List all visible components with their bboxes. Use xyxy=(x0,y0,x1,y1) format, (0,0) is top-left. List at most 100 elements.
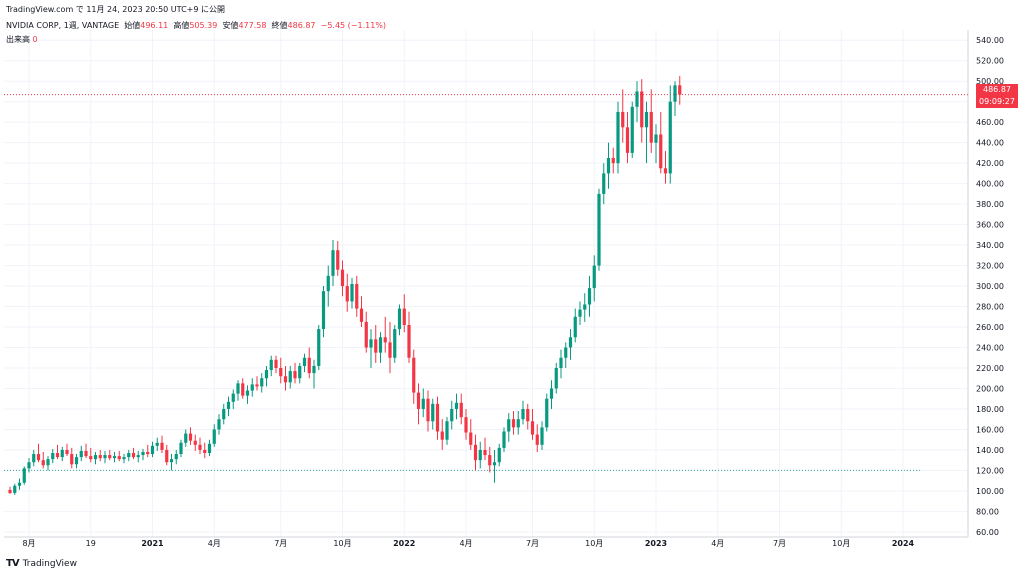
y-tick-label: 340.00 xyxy=(976,241,1004,250)
candle-body xyxy=(630,106,634,153)
candle-body xyxy=(606,158,611,174)
candle-body xyxy=(13,485,17,493)
x-tick-label: 2024 xyxy=(892,539,915,548)
candle-body xyxy=(331,250,335,276)
candle-body xyxy=(678,85,682,95)
candle-body xyxy=(511,419,516,428)
candle-body xyxy=(241,383,245,396)
candle-body xyxy=(450,408,454,422)
x-tick-label: 10月 xyxy=(832,539,850,548)
change-value: −5.45 (−1.11%) xyxy=(320,21,387,30)
y-tick-label: 460.00 xyxy=(976,118,1004,127)
candle-body xyxy=(160,442,164,450)
candle-body xyxy=(364,321,368,348)
candle-body xyxy=(307,357,311,374)
candle-body xyxy=(611,158,615,164)
candle-body xyxy=(264,370,269,379)
candle-body xyxy=(473,444,478,461)
candle-body xyxy=(250,384,254,391)
candle-body xyxy=(98,455,102,459)
candle-body xyxy=(583,304,587,310)
candle-body xyxy=(492,462,497,466)
candle-body xyxy=(179,442,183,455)
candle-body xyxy=(60,449,64,458)
candle-body xyxy=(397,308,402,330)
candle-body xyxy=(350,284,354,302)
y-tick-label: 400.00 xyxy=(976,180,1004,189)
last-price-label: 486.87 xyxy=(976,84,1018,96)
candle-body xyxy=(65,449,69,455)
candle-body xyxy=(374,339,378,353)
candle-body xyxy=(117,456,121,460)
candle-body xyxy=(502,431,506,448)
footer-brand[interactable]: 𝗧𝗩 TradingView xyxy=(6,558,77,569)
ohlc-legend: NVIDIA CORP, 1週, VANTAGE 始値496.11 高値505.… xyxy=(6,20,386,31)
candle-body xyxy=(36,454,41,461)
candle-body xyxy=(535,434,539,445)
candle-body xyxy=(174,454,178,460)
candle-body xyxy=(236,383,240,394)
x-tick-label: 2021 xyxy=(141,539,164,548)
candle-body xyxy=(592,265,596,289)
x-tick-label: 10月 xyxy=(585,539,603,548)
candle-body xyxy=(635,91,639,107)
candle-body xyxy=(340,269,345,287)
candle-body xyxy=(659,134,663,169)
candle-body xyxy=(22,468,26,483)
y-tick-label: 440.00 xyxy=(976,139,1004,148)
y-tick-label: 200.00 xyxy=(976,384,1004,393)
y-tick-label: 380.00 xyxy=(976,200,1004,209)
candle-body xyxy=(260,378,264,387)
candle-body xyxy=(188,433,193,441)
low-label: 安値 xyxy=(222,21,239,30)
y-tick-label: 320.00 xyxy=(976,262,1004,271)
candle-body xyxy=(146,451,150,455)
candle-body xyxy=(198,444,202,450)
candle-body xyxy=(597,193,601,266)
candle-body xyxy=(416,392,421,409)
y-tick-label: 500.00 xyxy=(976,77,1004,86)
y-tick-label: 420.00 xyxy=(976,159,1004,168)
y-tick-label: 360.00 xyxy=(976,221,1004,230)
y-tick-label: 60.00 xyxy=(976,528,999,537)
candle-body xyxy=(469,432,473,445)
candle-body xyxy=(440,431,444,440)
candle-body xyxy=(231,393,235,402)
candle-body xyxy=(165,449,169,463)
volume-value: 0 xyxy=(32,35,38,44)
y-tick-label: 120.00 xyxy=(976,466,1004,475)
x-tick-label: 2022 xyxy=(393,539,415,548)
brand-name: TradingView xyxy=(22,558,77,569)
close-value: 486.87 xyxy=(287,21,316,30)
candle-body xyxy=(478,449,482,461)
candle-body xyxy=(127,453,131,458)
low-value: 477.58 xyxy=(238,21,267,30)
candle-body xyxy=(217,419,221,430)
candle-body xyxy=(578,309,582,317)
y-tick-label: 220.00 xyxy=(976,364,1004,373)
candle-body xyxy=(507,419,511,432)
candle-body xyxy=(464,417,468,433)
y-tick-label: 140.00 xyxy=(976,446,1004,455)
candle-body xyxy=(602,173,606,194)
candle-body xyxy=(488,455,492,466)
y-tick-label: 260.00 xyxy=(976,323,1004,332)
candle-body xyxy=(122,457,126,460)
candle-body xyxy=(283,376,288,383)
candle-body xyxy=(103,455,107,459)
candle-body xyxy=(212,429,216,444)
candle-body xyxy=(51,453,55,460)
volume-label: 出来高 xyxy=(6,35,30,44)
candle-body xyxy=(302,357,307,366)
candle-body xyxy=(131,453,136,458)
candle-body xyxy=(421,398,425,409)
open-label: 始値 xyxy=(124,21,141,30)
candle-body xyxy=(497,447,501,463)
candle-body xyxy=(79,450,83,458)
candle-body xyxy=(169,459,174,463)
candle-body xyxy=(483,449,487,456)
candle-body xyxy=(521,408,525,420)
candle-body xyxy=(32,454,36,463)
y-tick-label: 180.00 xyxy=(976,405,1004,414)
